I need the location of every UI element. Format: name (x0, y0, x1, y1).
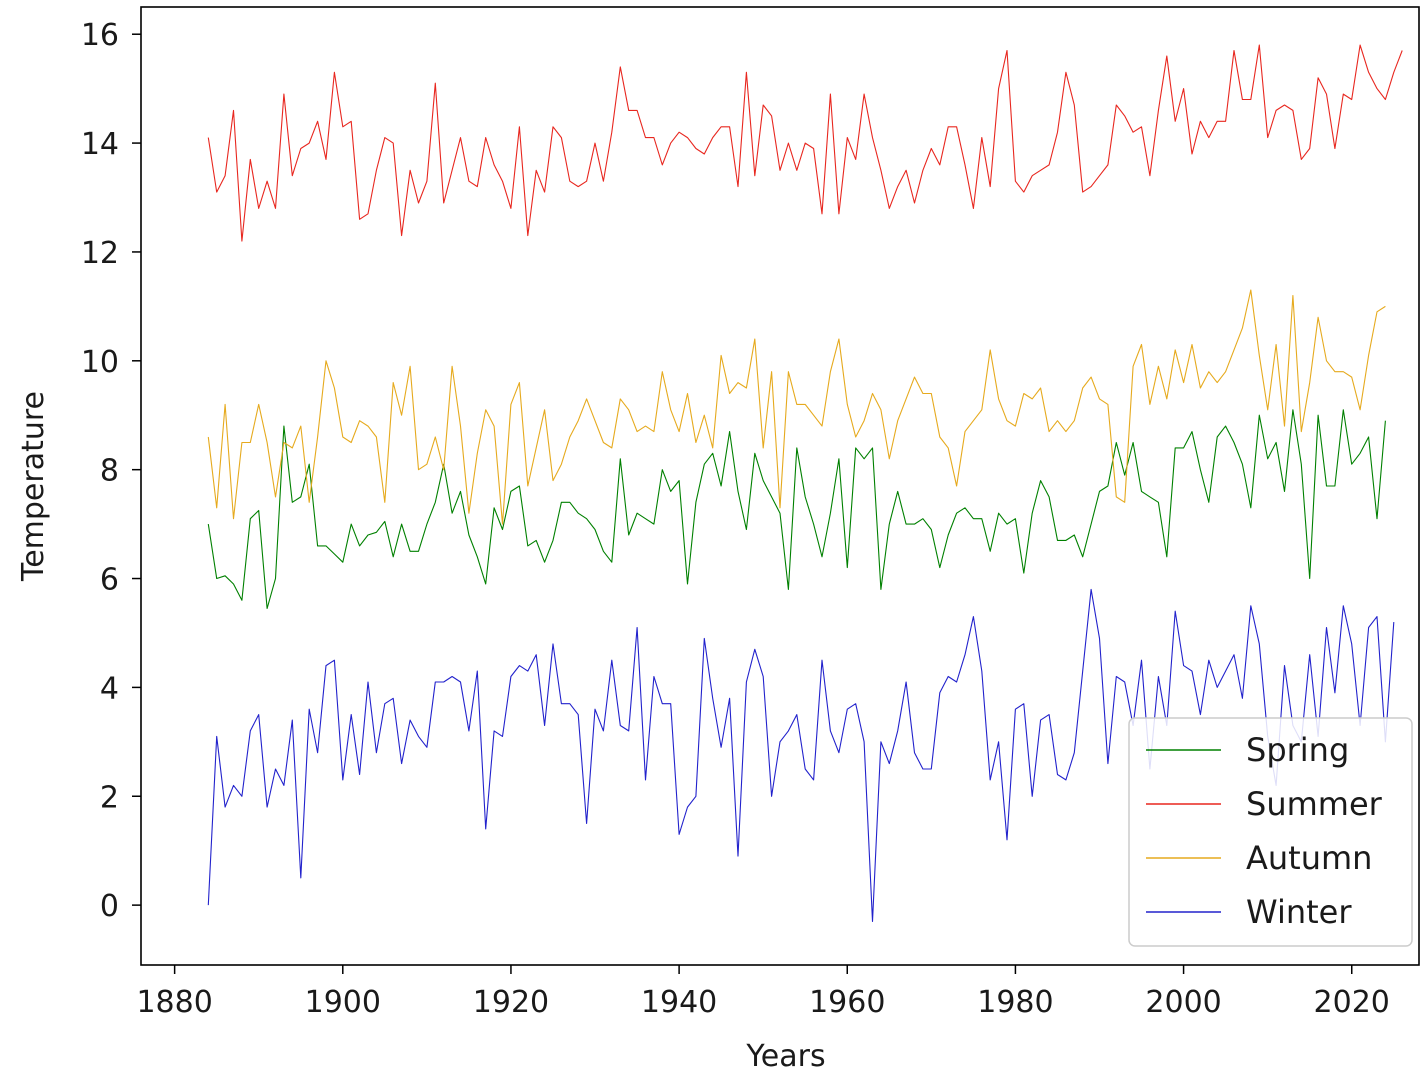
y-tick-label: 0 (100, 889, 119, 924)
y-tick-label: 2 (100, 780, 119, 815)
x-tick-label: 1900 (305, 985, 381, 1020)
y-tick-label: 6 (100, 563, 119, 598)
y-tick-label: 8 (100, 454, 119, 489)
y-axis-ticks: 0 2 4 6 8 10 12 14 16 (81, 18, 141, 924)
series-line-autumn (207, 289, 1386, 525)
y-axis-label: Temperature (16, 391, 51, 582)
plot-frame (140, 6, 1420, 966)
series-line-spring (207, 409, 1386, 610)
legend-label-winter: Winter (1246, 893, 1352, 931)
legend-label-autumn: Autumn (1246, 839, 1372, 877)
legend-label-summer: Summer (1246, 785, 1383, 823)
legend-label-spring: Spring (1246, 731, 1349, 769)
y-tick-label: 10 (81, 345, 119, 380)
x-tick-label: 2020 (1314, 985, 1390, 1020)
x-tick-label: 1960 (809, 985, 885, 1020)
y-tick-label: 4 (100, 671, 119, 706)
x-tick-label: 1920 (473, 985, 549, 1020)
x-tick-label: 1980 (977, 985, 1053, 1020)
x-axis-ticks: 1880 1900 1920 1940 1960 1980 2000 2020 (136, 965, 1390, 1020)
y-tick-label: 14 (81, 127, 119, 162)
y-tick-label: 16 (81, 18, 119, 53)
x-tick-label: 2000 (1145, 985, 1221, 1020)
series-line-summer (207, 44, 1403, 242)
legend-items: Spring Summer Autumn Winter (1146, 731, 1383, 931)
x-tick-label: 1880 (136, 985, 212, 1020)
series-line-winter (207, 588, 1395, 923)
series-layer (207, 44, 1403, 923)
x-tick-label: 1940 (641, 985, 717, 1020)
legend: Spring Summer Autumn Winter (1128, 717, 1413, 947)
y-tick-label: 12 (81, 236, 119, 271)
legend-frame (1128, 717, 1413, 947)
x-axis-label: Years (745, 1039, 825, 1074)
